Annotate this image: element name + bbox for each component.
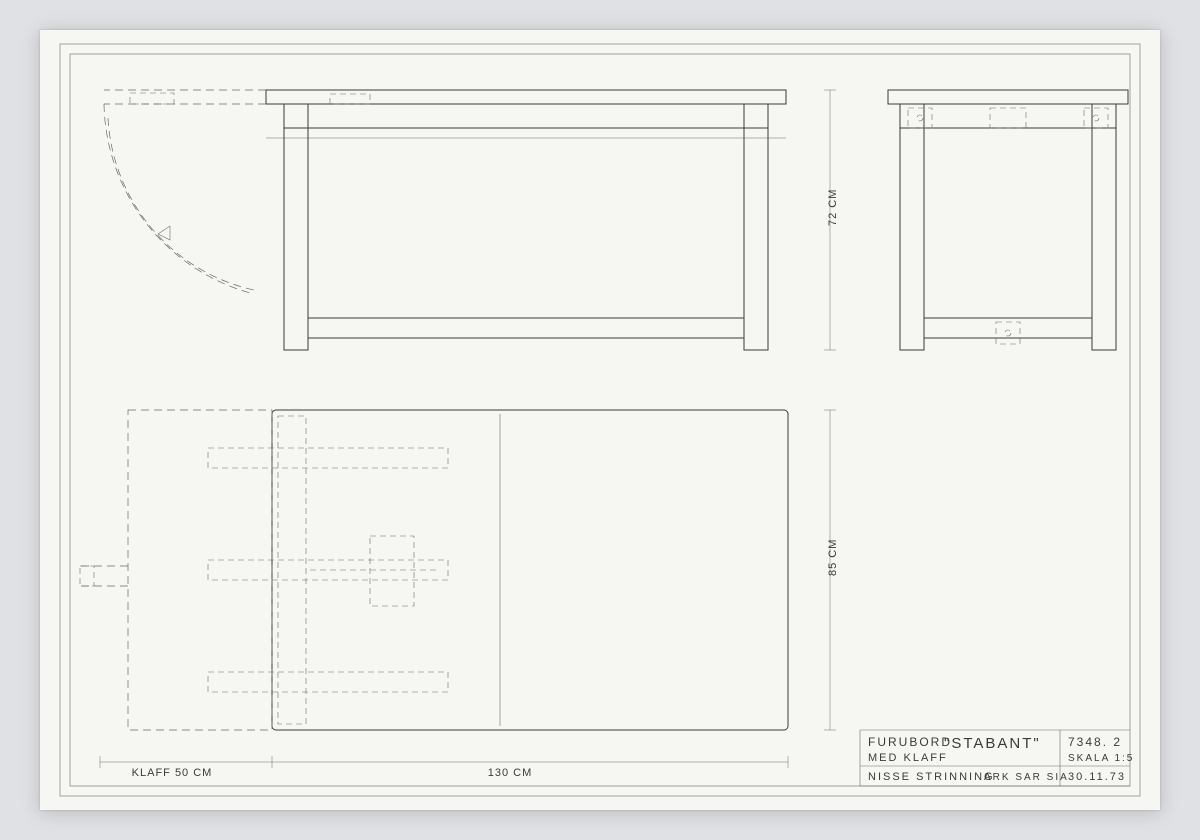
titleblock-name2: MED KLAFF xyxy=(868,752,948,764)
title-block: FURUBORD "STABANT" MED KLAFF 7348. 2 SKA… xyxy=(860,730,1134,786)
dim-height: 72 CM xyxy=(824,90,839,350)
dim-width: 130 CM xyxy=(272,756,788,779)
inner-border xyxy=(70,54,1130,786)
outer-border xyxy=(60,44,1140,796)
dim-leaf: KLAFF 50 CM xyxy=(100,756,272,779)
drawing-svg: 72 CM xyxy=(40,30,1160,810)
plan-view xyxy=(80,410,788,730)
drawing-sheet: 72 CM xyxy=(40,30,1160,810)
dim-leaf-label: KLAFF 50 CM xyxy=(132,767,213,779)
titleblock-name1b: "STABANT" xyxy=(944,735,1041,752)
titleblock-name1: FURUBORD xyxy=(868,735,952,749)
dim-depth-label: 85 CM xyxy=(827,539,839,576)
dim-width-label: 130 CM xyxy=(488,767,533,779)
front-elevation xyxy=(104,90,786,350)
dim-height-label: 72 CM xyxy=(827,189,839,226)
titleblock-dwgno: 7348. 2 xyxy=(1068,735,1122,749)
side-elevation xyxy=(888,90,1128,350)
titleblock-scale: SKALA 1:5 xyxy=(1068,753,1134,764)
titleblock-author: NISSE STRINNING xyxy=(868,771,995,783)
titleblock-date: 30.11.73 xyxy=(1068,771,1126,783)
titleblock-author2: ARK SAR SIA xyxy=(984,772,1069,783)
dim-depth: 85 CM xyxy=(824,410,839,730)
